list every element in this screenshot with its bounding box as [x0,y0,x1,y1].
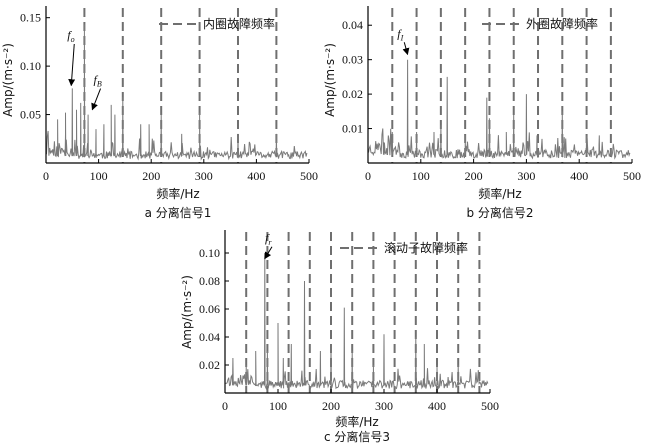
panel-caption: c 分离信号3 [324,429,390,444]
x-tick-label-1: 100 [412,169,430,183]
x-tick-label-0: 0 [222,399,228,413]
annotation-label-0: fI [397,26,403,42]
x-axis-label: 频率/Hz [478,186,521,201]
x-axis-label: 频率/Hz [156,186,199,201]
annotation-symbol-1: f [94,73,99,87]
annotation-subscript-0: I [400,33,404,42]
y-tick-label-0: 0.05 [20,108,41,122]
annotation-subscript-0: r [268,238,272,247]
x-tick-label-4: 400 [570,169,588,183]
legend: 滚动子故障频率 [340,240,468,255]
x-tick-label-2: 200 [465,169,483,183]
x-tick-label-4: 400 [247,169,265,183]
annotation-arrow-0 [402,42,410,56]
y-tick-label-4: 0.10 [199,246,220,260]
legend: 内圈故障频率 [159,16,275,31]
y-tick-label-0: 0.01 [342,122,363,136]
spectrum-series [46,24,308,161]
y-tick-label-3: 0.08 [199,274,220,288]
annotation-subscript-1: B [97,80,102,89]
x-tick-label-1: 100 [90,169,108,183]
x-tick-label-0: 0 [43,169,49,183]
annotation-label-0: fo [67,28,74,44]
x-tick-label-2: 200 [142,169,160,183]
y-tick-label-1: 0.10 [20,59,41,73]
y-tick-label-3: 0.04 [342,18,363,32]
legend-label: 外圈故障频率 [526,16,598,31]
x-tick-label-0: 0 [365,169,371,183]
y-axis-label: Amp/(m·s⁻²) [180,275,194,349]
y-tick-label-2: 0.15 [20,11,41,25]
x-tick-label-2: 200 [322,399,340,413]
x-tick-label-1: 100 [269,399,287,413]
y-tick-label-0: 0.02 [199,358,220,372]
x-tick-label-5: 500 [623,169,641,183]
x-axis-label: 频率/Hz [335,414,378,429]
panel-caption: b 分离信号2 [466,205,533,220]
annotation-symbol-0: f [67,28,72,42]
chart-panel-c: 0 100 200 300 400 500 0.02 0.04 0.06 0.08 0.10 频率/H… [180,230,499,444]
x-tick-label-5: 500 [481,399,499,413]
chart-panel-a: 0 100 200 300 400 500 0.05 0.10 0.15 频率/Hz Amp/(m·… [1,6,318,220]
annotation-arrow-1 [91,88,102,111]
annotation-arrow-0 [68,43,76,87]
y-tick-label-1: 0.04 [199,330,220,344]
spectrum-series [225,252,489,390]
annotation-label-1: fB [94,73,102,89]
y-tick-label-2: 0.03 [342,53,363,67]
spectrum-series [368,59,631,160]
annotation-arrow-0 [264,246,273,260]
panel-caption: a 分离信号1 [145,205,212,220]
y-axis-label: Amp/(m·s⁻²) [323,43,337,117]
x-tick-label-4: 400 [428,399,446,413]
x-tick-label-5: 500 [300,169,318,183]
annotation-label-0: fr [265,231,272,247]
x-tick-label-3: 300 [195,169,213,183]
y-tick-label-2: 0.06 [199,302,220,316]
legend-label: 内圈故障频率 [203,16,275,31]
legend: 外圈故障频率 [482,16,598,31]
x-tick-label-3: 300 [517,169,535,183]
legend-label: 滚动子故障频率 [384,240,468,255]
y-axis-label: Amp/(m·s⁻²) [1,43,15,117]
annotation-subscript-0: o [71,35,75,44]
annotation-symbol-0: f [397,26,402,40]
chart-panel-b: 0 100 200 300 400 500 0.01 0.02 0.03 0.04 频率/Hz Amp… [323,6,641,220]
x-tick-label-3: 300 [375,399,393,413]
annotation-symbol-0: f [265,231,270,245]
y-tick-label-1: 0.02 [342,87,363,101]
